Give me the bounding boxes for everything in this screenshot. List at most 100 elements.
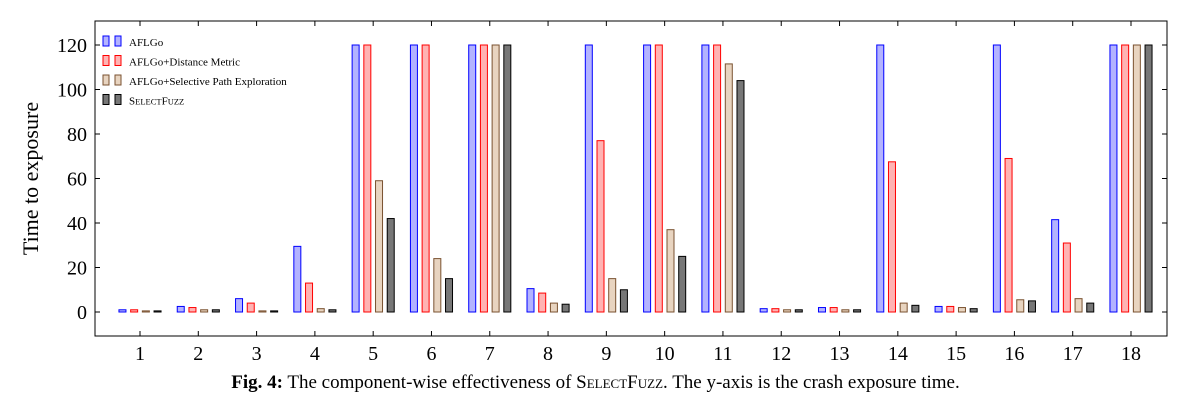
bar	[876, 44, 885, 313]
bar	[538, 292, 547, 313]
y-tick-label: 100	[57, 80, 87, 102]
y-axis-label: Time to exposure	[18, 102, 43, 255]
figure-caption: Fig. 4: The component-wise effectiveness…	[0, 372, 1191, 394]
x-tick-label: 8	[543, 343, 553, 365]
bar	[934, 305, 943, 313]
legend: AFLGo AFLGo+Distance Metric AFLGo+Selectiv…	[102, 35, 287, 108]
bar	[375, 180, 384, 313]
bar	[351, 44, 360, 313]
bars	[118, 44, 1153, 313]
bar	[596, 140, 605, 313]
x-tick-label: 7	[485, 343, 495, 365]
x-tick-label: 17	[1063, 343, 1083, 365]
bar	[363, 44, 372, 313]
bar	[246, 302, 255, 313]
bar	[701, 44, 710, 313]
bar	[771, 308, 780, 313]
x-tick-label: 16	[1004, 343, 1024, 365]
bar	[270, 310, 279, 313]
bar	[783, 309, 792, 313]
x-tick-label: 5	[368, 343, 378, 365]
bar	[421, 44, 430, 313]
legend-swatch	[114, 35, 122, 47]
y-tick-label: 80	[67, 124, 87, 146]
legend-label: SELECTFUZZ	[129, 96, 184, 108]
y-tick-label: 40	[67, 213, 87, 235]
caption-text-before: The component-wise effectiveness of	[287, 372, 577, 393]
x-tick-label: 9	[601, 343, 611, 365]
legend-label: AFLGo+Selective Path Exploration	[129, 76, 287, 88]
bar	[468, 44, 477, 313]
bar	[853, 309, 862, 313]
bar	[130, 309, 139, 313]
x-tick-label: 4	[310, 343, 320, 365]
bar	[1004, 157, 1013, 313]
bar	[678, 255, 687, 313]
bar	[584, 44, 593, 313]
bar	[258, 310, 267, 313]
bar	[1016, 299, 1025, 313]
legend-swatch	[102, 94, 110, 105]
x-tick-label: 3	[252, 343, 262, 365]
legend-swatch	[102, 55, 110, 66]
bar	[619, 289, 628, 313]
x-tick-label: 2	[193, 343, 203, 365]
bar	[200, 309, 209, 313]
bar	[713, 44, 722, 313]
x-tick-label: 10	[655, 343, 675, 365]
bar	[643, 44, 652, 313]
bar	[503, 44, 512, 313]
bar	[479, 44, 488, 313]
bar	[1062, 242, 1071, 313]
bar	[666, 229, 675, 313]
legend-swatch	[114, 55, 122, 66]
caption-text-after: . The y-axis is the crash exposure time.	[663, 372, 960, 393]
bar	[911, 304, 920, 313]
bar	[608, 278, 617, 313]
legend-label: AFLGo+Distance Metric	[129, 57, 240, 69]
bar	[736, 80, 745, 313]
y-tick-label: 60	[67, 169, 87, 191]
bar	[293, 245, 302, 313]
bar	[1121, 44, 1130, 313]
bar	[316, 308, 325, 313]
bar	[1109, 44, 1118, 313]
bar	[829, 307, 838, 313]
y-tick-label: 0	[77, 302, 87, 324]
bar	[211, 309, 220, 313]
bar	[654, 44, 663, 313]
x-tick-label: 18	[1121, 343, 1141, 365]
caption-tool-name: SelectFuzz	[576, 372, 664, 393]
bar	[1051, 219, 1060, 313]
x-tick-label: 11	[713, 343, 732, 365]
bar	[526, 288, 535, 313]
x-tick-label: 1	[135, 343, 145, 365]
bar	[957, 307, 966, 313]
bar	[899, 302, 908, 313]
bar	[328, 309, 337, 313]
y-tick-label: 120	[57, 35, 87, 57]
bar	[305, 282, 314, 313]
bar	[491, 44, 500, 313]
bar	[118, 309, 127, 313]
legend-label: AFLGo	[129, 37, 164, 49]
bar	[969, 308, 978, 313]
bar	[561, 303, 570, 313]
x-tick-label: 13	[830, 343, 850, 365]
x-tick-label: 14	[888, 343, 908, 365]
bar	[141, 310, 150, 313]
bar	[549, 302, 558, 313]
bar	[1074, 298, 1083, 313]
bar	[817, 307, 826, 313]
caption-label: Fig. 4:	[231, 372, 283, 393]
bar	[887, 161, 896, 313]
legend-swatch	[114, 94, 122, 105]
bar	[409, 44, 418, 313]
bar	[992, 44, 1001, 313]
bar	[1086, 302, 1095, 313]
bar	[433, 258, 442, 313]
bar	[759, 308, 768, 313]
bar	[724, 63, 733, 313]
